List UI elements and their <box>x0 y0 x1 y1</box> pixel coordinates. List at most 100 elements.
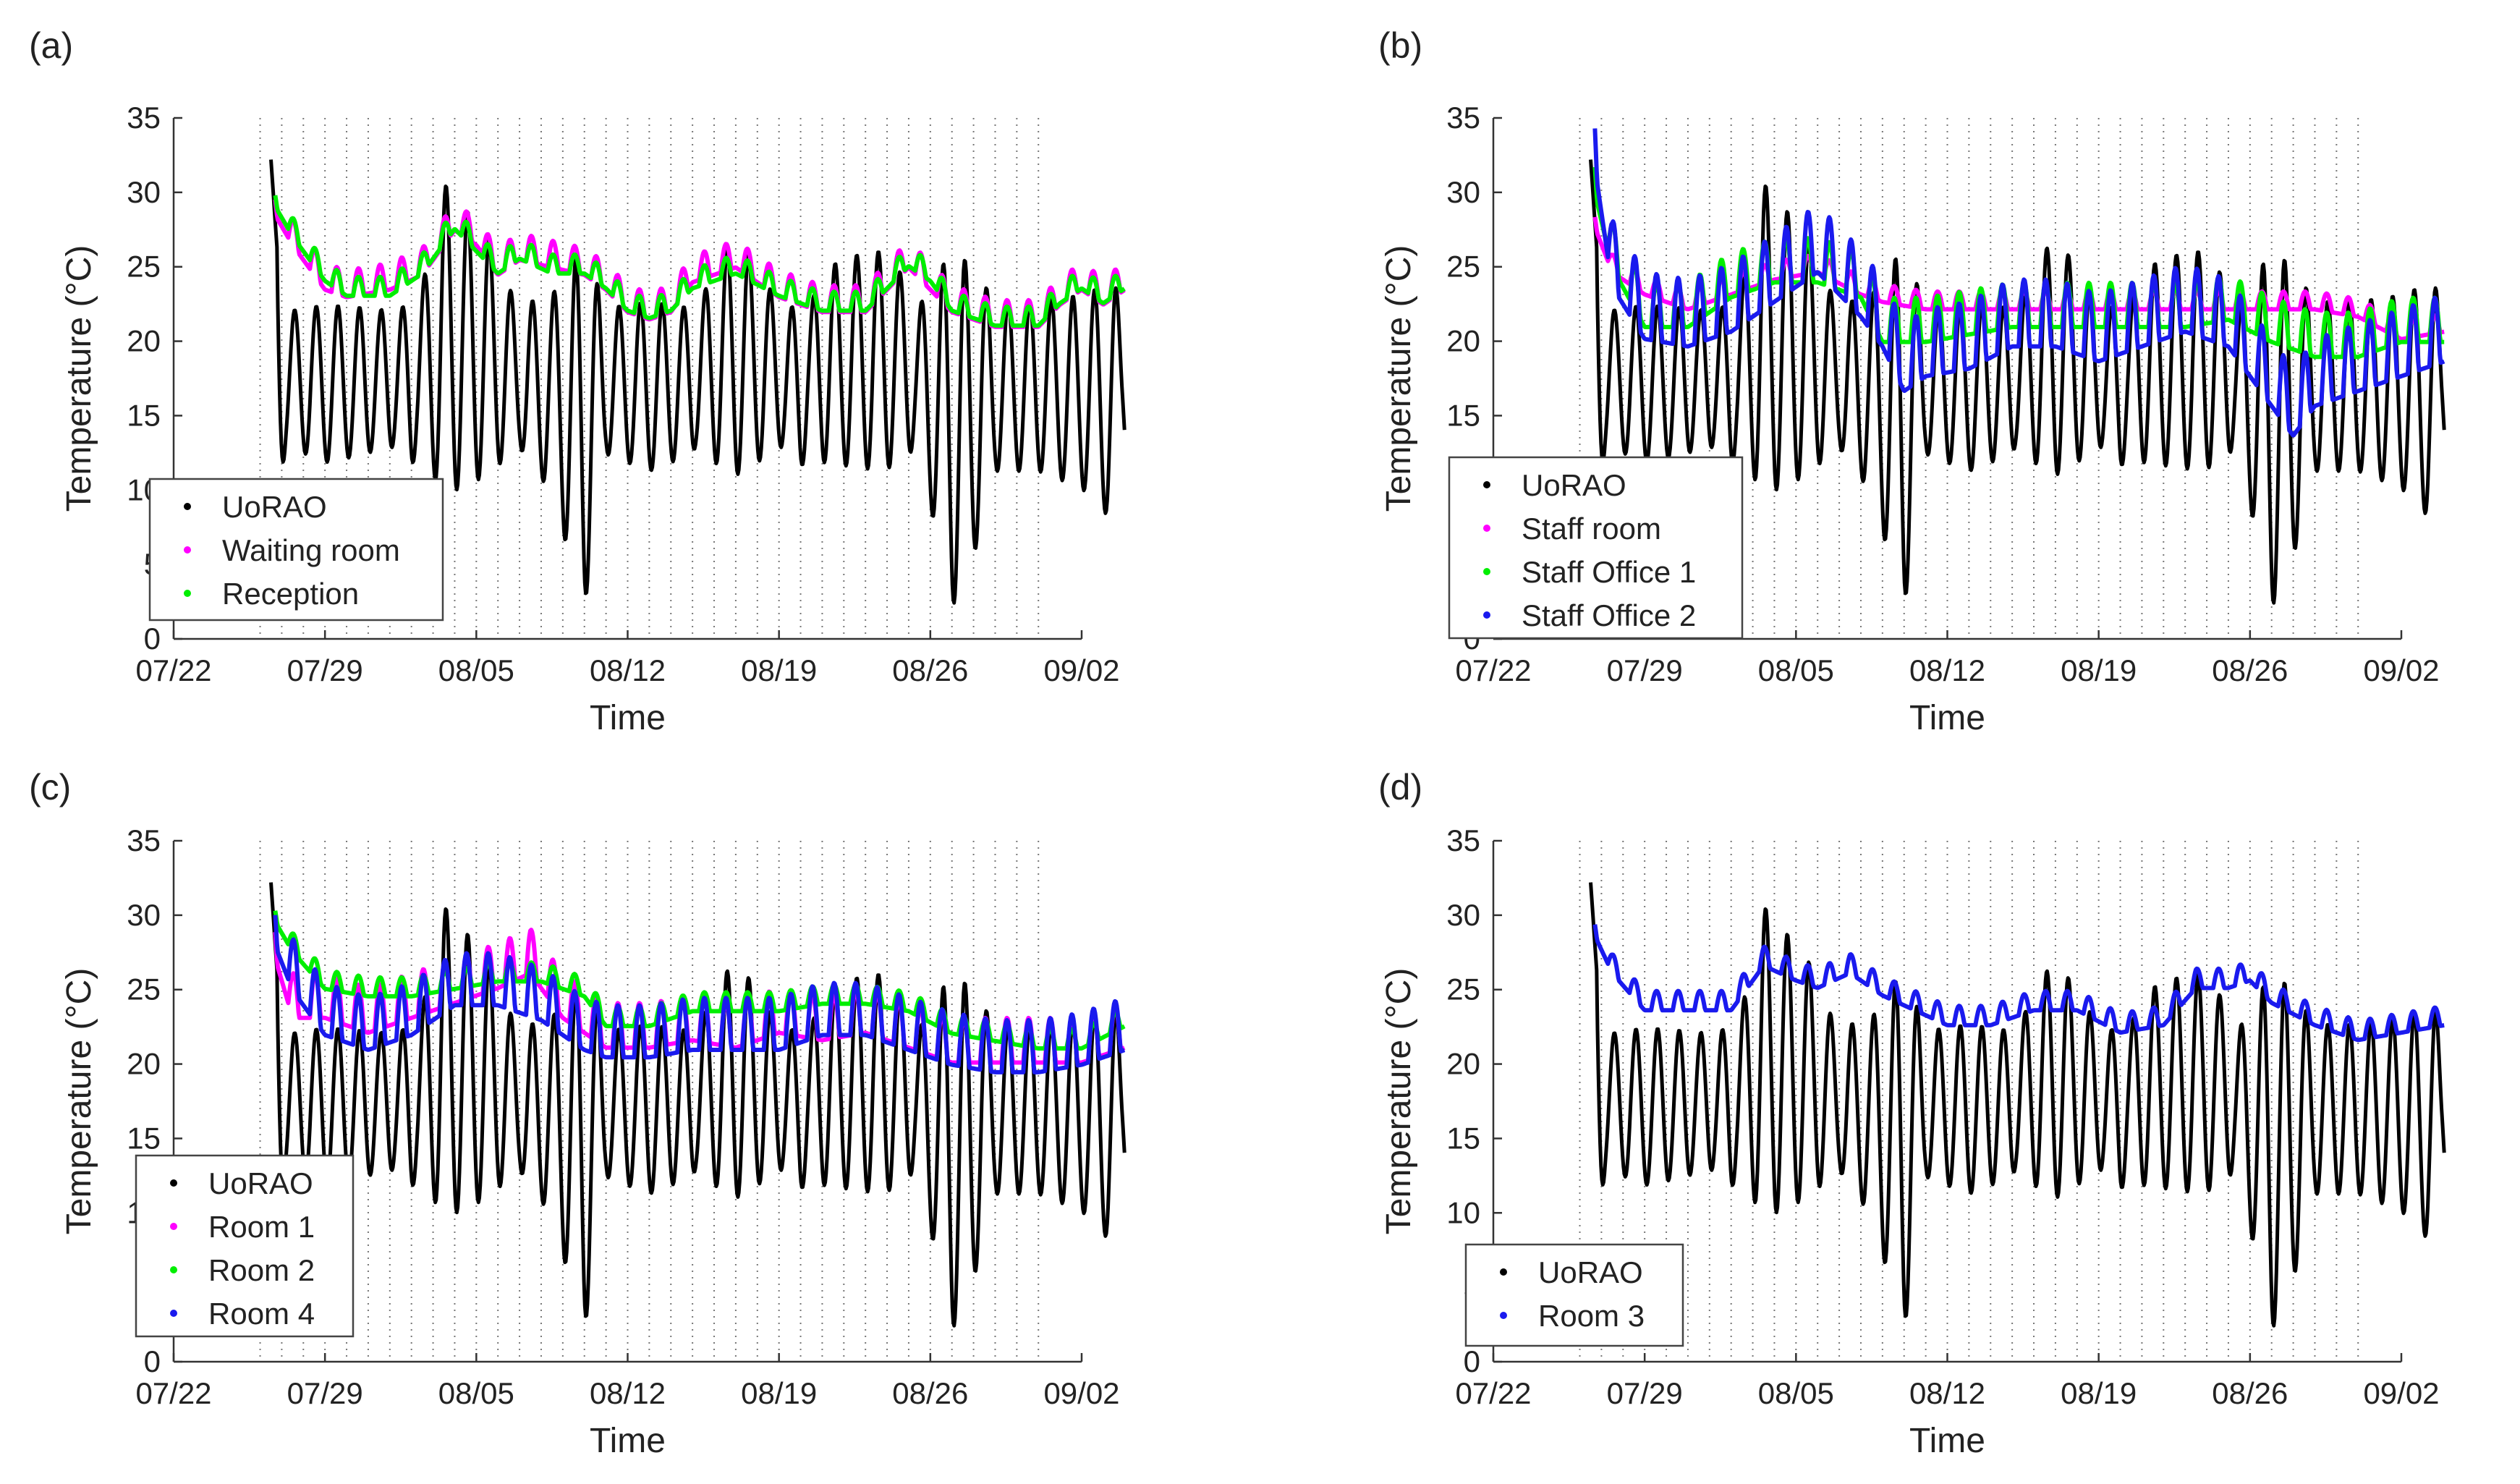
y-tick-label: 15 <box>127 398 161 432</box>
x-tick-label: 08/05 <box>438 1376 514 1410</box>
legend-label: UoRAO <box>1538 1255 1643 1289</box>
legend-marker <box>184 590 191 597</box>
legend-marker <box>170 1310 177 1317</box>
legend-label: Room 4 <box>208 1297 315 1331</box>
x-tick-label: 08/26 <box>892 653 968 687</box>
x-axis-label: Time <box>1909 1422 1985 1460</box>
series-line-reception <box>273 195 1126 328</box>
y-tick-label: 0 <box>144 1344 161 1378</box>
legend-label: UoRAO <box>222 490 327 524</box>
y-tick-label: 35 <box>1446 101 1480 135</box>
x-tick-label: 07/22 <box>1455 1376 1531 1410</box>
chart-panel-c: (c)0510152025303507/2207/2908/0508/1208/… <box>29 767 1127 1460</box>
x-axis-label: Time <box>590 699 666 737</box>
legend-marker <box>1483 568 1490 575</box>
series-line-uorao <box>269 159 1127 605</box>
legend-label: Staff Office 2 <box>1522 598 1696 632</box>
x-tick-label: 07/29 <box>287 1376 363 1410</box>
legend-marker <box>1500 1312 1507 1319</box>
y-tick-label: 30 <box>127 175 161 209</box>
x-tick-label: 09/02 <box>2363 1376 2439 1410</box>
legend-label: Waiting room <box>222 533 400 567</box>
x-tick-label: 08/19 <box>2061 1376 2137 1410</box>
y-tick-label: 0 <box>144 622 161 656</box>
x-tick-label: 08/12 <box>590 653 666 687</box>
x-tick-label: 08/05 <box>438 653 514 687</box>
y-tick-label: 35 <box>1446 823 1480 857</box>
series-line-room-4 <box>273 915 1126 1074</box>
legend-label: Room 2 <box>208 1253 315 1287</box>
y-tick-label: 0 <box>1464 1344 1480 1378</box>
y-tick-label: 20 <box>127 1047 161 1081</box>
y-tick-label: 35 <box>127 823 161 857</box>
legend-box <box>1448 456 1744 640</box>
x-tick-label: 07/29 <box>1607 653 1683 687</box>
x-tick-label: 07/22 <box>135 653 211 687</box>
x-tick-label: 07/29 <box>1607 1376 1683 1410</box>
x-tick-label: 08/19 <box>741 1376 817 1410</box>
series-line-uorao <box>1589 882 2446 1328</box>
legend-marker <box>170 1223 177 1230</box>
x-axis-label: Time <box>1909 699 1985 737</box>
y-tick-label: 15 <box>127 1121 161 1155</box>
y-axis-label: Temperature (°C) <box>60 245 98 512</box>
y-tick-label: 15 <box>1446 1121 1480 1155</box>
legend: UoRAO Room 1 Room 2 Room 4 <box>135 1154 355 1338</box>
x-tick-label: 09/02 <box>1043 653 1119 687</box>
legend: UoRAO Waiting room Reception <box>148 478 444 622</box>
legend-marker <box>1483 481 1490 488</box>
chart-panel-a: (a)0510152025303507/2207/2908/0508/1208/… <box>29 25 1127 737</box>
y-tick-label: 25 <box>127 250 161 284</box>
legend: UoRAO Staff room Staff Office 1 Staff Offic… <box>1448 456 1744 640</box>
y-tick-label: 35 <box>127 101 161 135</box>
y-tick-label: 10 <box>1446 1195 1480 1229</box>
panel-label: (a) <box>29 25 73 66</box>
legend-marker <box>184 503 191 510</box>
y-axis-label: Temperature (°C) <box>60 968 98 1235</box>
x-tick-label: 08/12 <box>1909 1376 1985 1410</box>
x-tick-label: 08/19 <box>741 653 817 687</box>
panel-label: (b) <box>1378 25 1422 66</box>
legend-marker <box>170 1179 177 1187</box>
legend-label: Staff Office 1 <box>1522 555 1696 589</box>
x-tick-label: 07/29 <box>287 653 363 687</box>
legend-label: Reception <box>222 577 359 611</box>
legend-label: Room 1 <box>208 1210 315 1244</box>
legend: UoRAO Room 3 <box>1464 1243 1684 1347</box>
legend-label: Room 3 <box>1538 1299 1645 1333</box>
legend-label: UoRAO <box>1522 468 1626 502</box>
legend-marker <box>1483 611 1490 619</box>
x-axis-label: Time <box>590 1422 666 1460</box>
x-tick-label: 08/19 <box>2061 653 2137 687</box>
x-tick-label: 08/12 <box>1909 653 1985 687</box>
x-tick-label: 07/22 <box>1455 653 1531 687</box>
y-axis-label: Temperature (°C) <box>1380 245 1418 512</box>
x-tick-label: 08/26 <box>892 1376 968 1410</box>
legend-label: Staff room <box>1522 512 1661 546</box>
x-tick-label: 08/26 <box>2212 1376 2288 1410</box>
legend-marker <box>170 1266 177 1273</box>
chart-panel-d: (d)0510152025303507/2207/2908/0508/1208/… <box>1378 767 2446 1460</box>
panel-label: (d) <box>1378 767 1422 807</box>
y-axis-label: Temperature (°C) <box>1380 968 1418 1235</box>
series-line-uorao <box>269 882 1127 1328</box>
x-tick-label: 08/05 <box>1758 653 1834 687</box>
y-tick-label: 20 <box>127 324 161 358</box>
y-tick-label: 25 <box>1446 250 1480 284</box>
legend-marker <box>1500 1268 1507 1276</box>
x-tick-label: 08/12 <box>590 1376 666 1410</box>
y-tick-label: 30 <box>1446 898 1480 932</box>
y-tick-label: 15 <box>1446 398 1480 432</box>
legend-box <box>1464 1243 1684 1347</box>
x-tick-label: 08/05 <box>1758 1376 1834 1410</box>
y-tick-label: 30 <box>127 898 161 932</box>
series-line-staff-office-2 <box>1592 128 2445 438</box>
y-tick-label: 30 <box>1446 175 1480 209</box>
y-tick-label: 20 <box>1446 324 1480 358</box>
y-tick-label: 25 <box>127 972 161 1006</box>
legend-marker <box>1483 525 1490 532</box>
x-tick-label: 07/22 <box>135 1376 211 1410</box>
panel-label: (c) <box>29 767 71 807</box>
x-tick-label: 09/02 <box>2363 653 2439 687</box>
